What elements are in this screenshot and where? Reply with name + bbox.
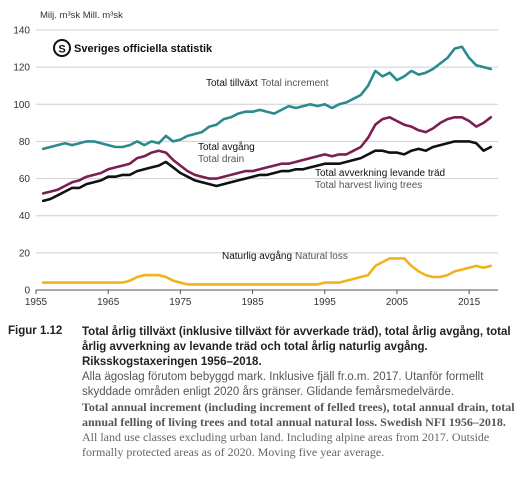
x-tick-label: 1955 <box>25 297 48 308</box>
caption-note-en: All land use classes excluding urban lan… <box>82 430 490 459</box>
source-badge-text: Sveriges officiella statistik <box>74 43 213 55</box>
series-line-total-increment <box>41 45 493 151</box>
axes: 0 20 40 60 80 100 120 140 1955 1965 1975 1985 1995 20… <box>13 26 498 308</box>
y-tick-label: 120 <box>13 63 30 74</box>
x-tick-label: 2015 <box>458 297 481 308</box>
series-label-total-harvest: Total avverkning levande träd Total harv… <box>315 168 448 191</box>
gridlines <box>36 29 498 254</box>
x-tick-label: 1985 <box>241 297 264 308</box>
source-badge: S Sveriges officiella statistik <box>53 39 213 57</box>
y-tick-label: 80 <box>19 137 31 148</box>
y-tick-label: 140 <box>13 26 30 37</box>
caption-title-en: Total annual increment (including increm… <box>82 400 515 429</box>
y-unit-label: Milj. m³sk Mill. m³sk <box>40 10 123 21</box>
svg-text:S: S <box>58 44 65 56</box>
caption-body: Total årlig tillväxt (inklusive tillväxt… <box>82 325 516 460</box>
series-label-total-increment: Total tillväxt Total increment <box>206 78 329 89</box>
y-tick-label: 60 <box>19 174 31 185</box>
x-tick-label: 1965 <box>97 297 120 308</box>
y-tick-label: 0 <box>24 286 30 297</box>
figure-caption: Figur 1.12 Total årlig tillväxt (inklusi… <box>8 325 516 460</box>
series-line-total-drain <box>41 116 493 195</box>
series-line-total-harvest-living-trees <box>41 140 493 203</box>
y-tick-label: 40 <box>19 211 31 222</box>
y-tick-label: 20 <box>19 248 31 259</box>
series-lines <box>41 45 493 286</box>
sos-logo-icon: S <box>53 39 71 57</box>
x-tick-label: 2005 <box>386 297 409 308</box>
caption-note-sv: Alla ägoslag förutom bebyggd mark. Inklu… <box>82 371 484 398</box>
series-line-natural-loss <box>41 257 493 286</box>
y-tick-label: 100 <box>13 100 30 111</box>
series-label-natural-loss: Naturlig avgång Natural loss <box>222 250 348 262</box>
x-tick-label: 1995 <box>314 297 337 308</box>
series-label-total-drain: Total avgång Total drain <box>198 141 258 165</box>
caption-title-sv: Total årlig tillväxt (inklusive tillväxt… <box>82 326 511 368</box>
x-tick-label: 1975 <box>169 297 192 308</box>
line-chart: 0 20 40 60 80 100 120 140 1955 1965 1975 1985 1995 20… <box>13 10 498 308</box>
figure-label: Figur 1.12 <box>8 325 63 337</box>
